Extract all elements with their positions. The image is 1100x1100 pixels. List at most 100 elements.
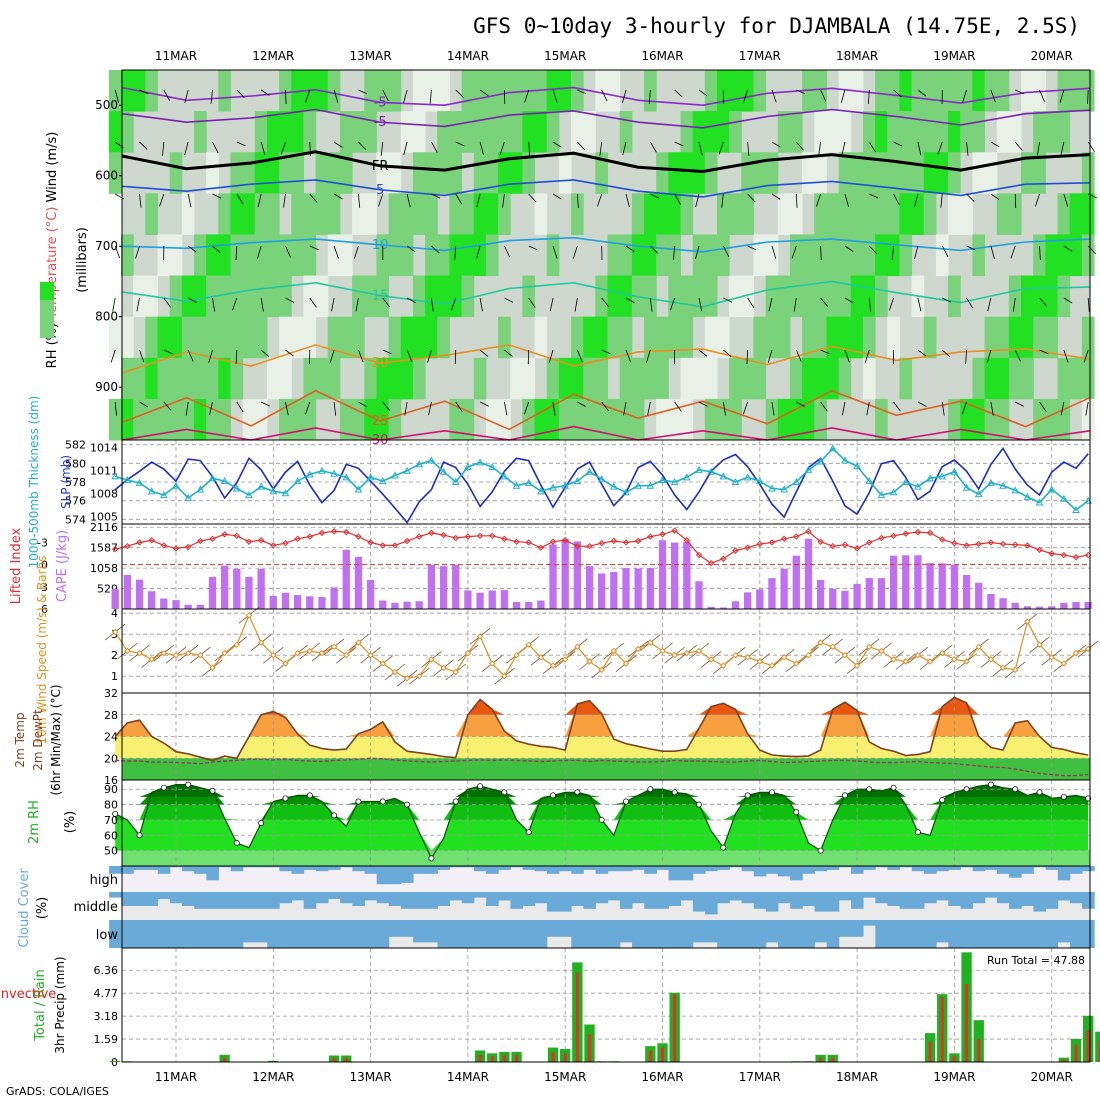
- cape-bar: [464, 590, 472, 609]
- rh-cell: [826, 316, 840, 359]
- rh-cell: [461, 111, 475, 153]
- isotherm-15: [121, 280, 1091, 308]
- wind-marker: [124, 647, 131, 655]
- wind-marker: [379, 660, 386, 667]
- cloud-high-cell: [109, 866, 122, 874]
- cape-bar: [366, 580, 375, 609]
- wind-barb: [528, 193, 537, 203]
- rh-cell: [400, 316, 414, 359]
- wind-barb: [771, 89, 777, 103]
- cloud-low-cell: [705, 920, 718, 943]
- wind-marker: [391, 668, 399, 676]
- cloud-low-cell: [1057, 920, 1071, 943]
- li-marker: [598, 540, 605, 547]
- wind-barb: [768, 297, 773, 312]
- li-marker: [878, 534, 885, 542]
- wind-barb: [966, 141, 969, 156]
- cloud-low-cell: [936, 920, 949, 943]
- wind-barb: [577, 401, 587, 407]
- rh-cell: [303, 275, 317, 318]
- thickness-marker: [1011, 486, 1020, 494]
- precip-conv-bar: [1086, 1030, 1090, 1062]
- li-marker: [975, 540, 982, 548]
- wind-barb: [431, 297, 434, 312]
- cloud-high-cell: [753, 866, 767, 877]
- rh-cell: [911, 70, 925, 112]
- cloud-middle-cell: [413, 892, 426, 909]
- wind-marker: [1012, 666, 1019, 674]
- cape-bar: [500, 590, 509, 609]
- cloud-middle-cell: [437, 892, 451, 906]
- thickness-marker: [281, 489, 290, 497]
- rh-cell: [595, 275, 609, 318]
- cloud-middle-cell: [157, 892, 171, 899]
- rh-cell: [339, 316, 353, 359]
- rh-cell: [1069, 234, 1083, 277]
- rh-cell: [522, 398, 536, 441]
- cape-bar: [707, 606, 715, 609]
- wind-marker: [221, 649, 228, 657]
- cloud-middle-cell: [267, 892, 280, 909]
- rh-cell: [218, 316, 231, 359]
- rh-cell: [850, 316, 864, 359]
- wind-barb: [669, 297, 676, 311]
- wind-barb: [868, 89, 870, 104]
- cloud-high-cell: [875, 866, 888, 868]
- rh-tick: 60: [104, 829, 118, 842]
- wind-barb: [260, 401, 270, 407]
- cape-bar: [719, 607, 727, 609]
- wind-barb: [723, 349, 732, 358]
- rh-cell: [996, 111, 1010, 153]
- cape-bar: [829, 588, 837, 609]
- rh-cell: [583, 316, 596, 359]
- rh-cell: [339, 398, 353, 441]
- rh-marker: [817, 847, 824, 854]
- wind-marker: [805, 651, 812, 659]
- wind-barb: [212, 193, 222, 199]
- cloud-low-cell: [1069, 920, 1083, 948]
- li-marker: [282, 540, 289, 547]
- cape-bar: [257, 568, 265, 609]
- wind-barb: [937, 141, 943, 155]
- precip-conv-bar: [344, 1057, 348, 1062]
- rh-cell: [108, 316, 122, 359]
- cloud-low-cell: [279, 920, 292, 948]
- rh-cell: [619, 357, 633, 400]
- rh-marker: [452, 798, 459, 805]
- wind-barb: [673, 245, 676, 260]
- rh-marker: [501, 789, 508, 796]
- precip-conv-bar: [1098, 1041, 1100, 1062]
- cloud-low-cell: [121, 920, 134, 948]
- thickness-marker: [318, 466, 326, 474]
- cloud-high-cell: [984, 866, 998, 870]
- cloud-low-cell: [157, 920, 171, 948]
- cape-bar: [561, 539, 569, 609]
- wind-barb: [1039, 245, 1041, 260]
- wind-barb: [917, 401, 927, 407]
- li-marker: [464, 533, 472, 540]
- cloud-high-cell: [680, 866, 694, 881]
- wind-marker: [1084, 645, 1092, 653]
- wind-barb: [743, 89, 749, 103]
- precip-conv-bar: [940, 997, 944, 1062]
- slp-tick: 1005: [90, 510, 118, 523]
- rh-marker: [233, 840, 240, 846]
- wind-marker: [744, 654, 751, 661]
- rh-cell: [1033, 316, 1046, 359]
- cloud-middle-cell: [863, 892, 876, 898]
- rh-cell: [315, 357, 329, 400]
- cloud-high-cell: [169, 866, 183, 868]
- wind-barb: [187, 245, 197, 253]
- cloud-middle-cell: [668, 892, 682, 906]
- rh-cell: [972, 357, 986, 400]
- cloud-middle-cell: [911, 892, 925, 909]
- date-label-bottom: 15MAR: [544, 1070, 586, 1084]
- li-marker: [257, 537, 265, 544]
- wind-barb: [431, 141, 438, 153]
- cape-bar: [950, 564, 959, 609]
- cloud-high-cell: [948, 866, 961, 870]
- rh-tick: 80: [104, 799, 118, 812]
- cloud-low-cell: [510, 920, 524, 948]
- cloud-high-cell: [328, 866, 341, 870]
- rh-cell: [315, 193, 329, 235]
